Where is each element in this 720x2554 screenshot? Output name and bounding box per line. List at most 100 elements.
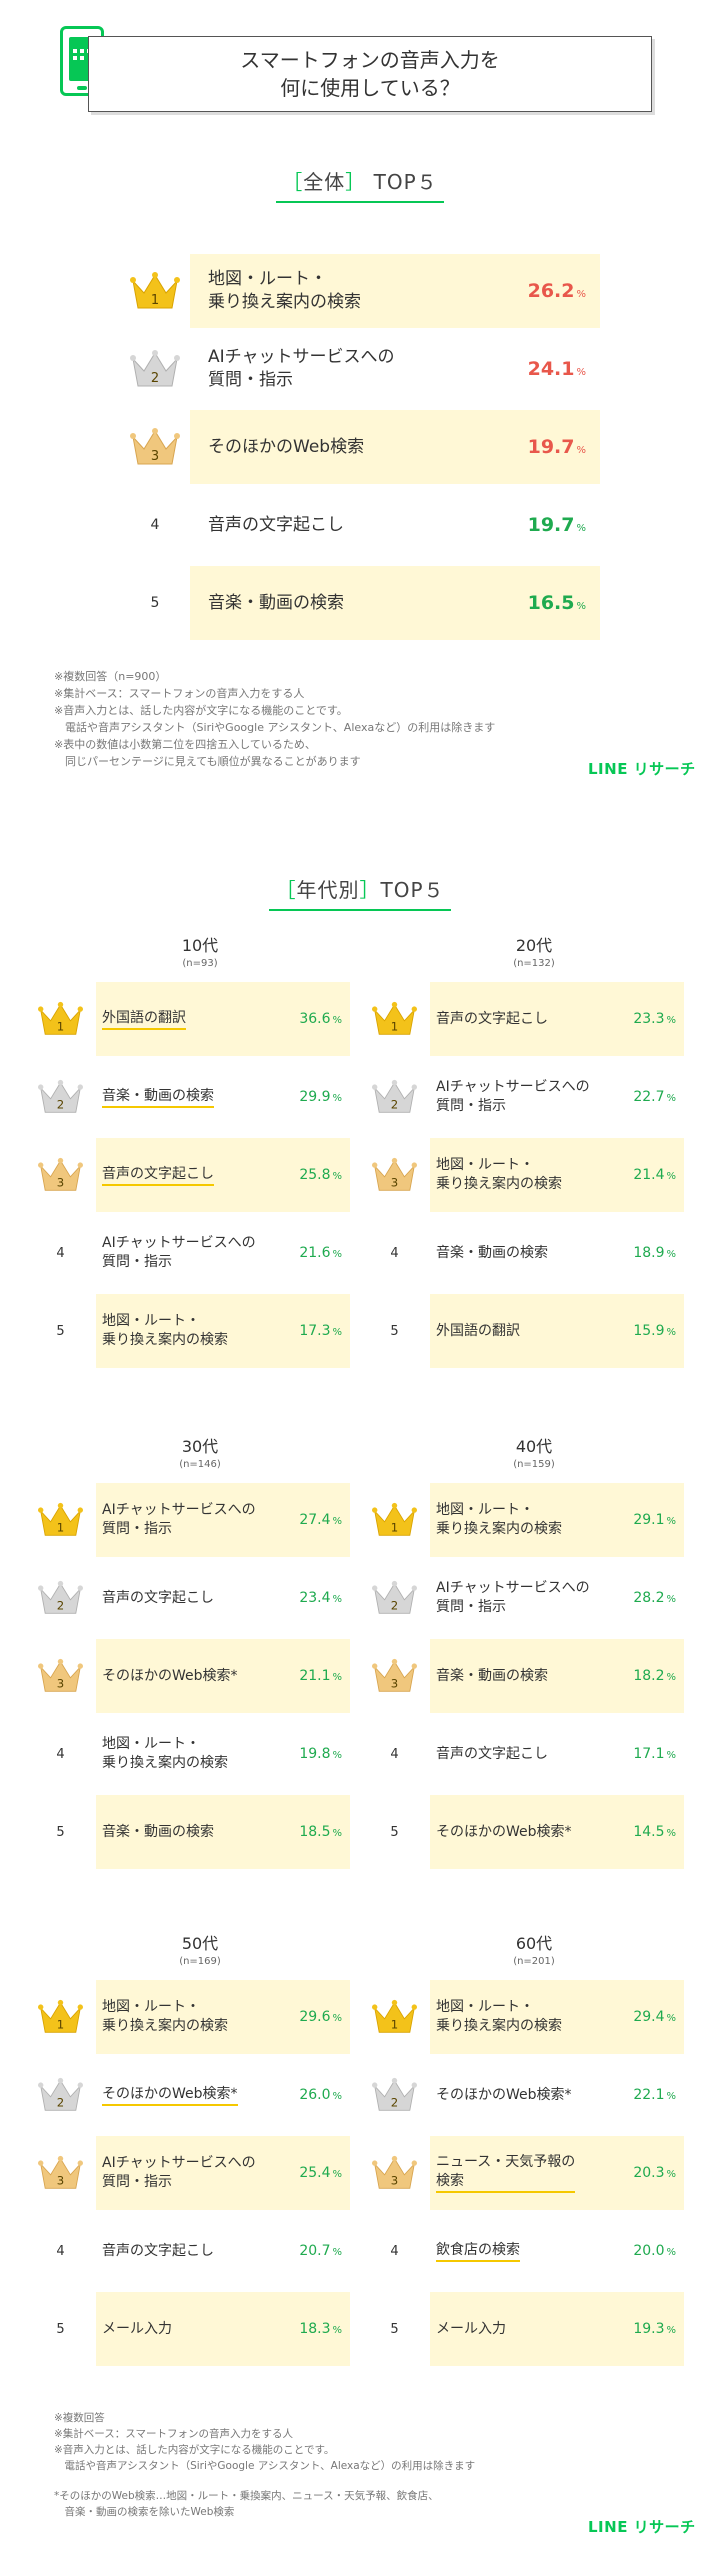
item-label: 音声の文字起こし xyxy=(436,1010,548,1027)
age-5-row-4: 4 音声の文字起こし 20.7% xyxy=(38,2214,350,2288)
svg-text:2: 2 xyxy=(151,371,159,386)
item-value: 17.1% xyxy=(633,1746,676,1762)
rank-number: 4 xyxy=(56,1746,65,1762)
age-3-row-3: 3 そのほかのWeb検索* 21.1% xyxy=(38,1639,350,1713)
svg-text:3: 3 xyxy=(57,2174,64,2188)
age-sample-size: (n=159) xyxy=(513,1459,555,1470)
age-6-row-5: 5 メール入力 19.3% xyxy=(372,2292,684,2366)
age-5-row-2: 2 そのほかのWeb検索* 26.0% xyxy=(38,2058,350,2132)
crown-icon-2: 2 xyxy=(372,1580,417,1620)
overall-section-title: ［全体］ TOP５ xyxy=(0,166,720,203)
crown-icon-3: 3 xyxy=(38,2155,83,2195)
row-highlight xyxy=(96,2292,350,2366)
rank-number: 4 xyxy=(150,517,160,533)
item-value: 36.6% xyxy=(299,1011,342,1027)
rank-number: 5 xyxy=(390,2321,399,2337)
age-sample-size: (n=146) xyxy=(179,1459,221,1470)
crown-icon-2: 2 xyxy=(372,2077,417,2117)
svg-text:1: 1 xyxy=(151,293,159,308)
row-highlight xyxy=(96,982,350,1056)
rank-number: 5 xyxy=(56,1824,65,1840)
crown-icon-2: 2 xyxy=(130,349,180,393)
crown-icon-1: 1 xyxy=(38,1502,83,1542)
row-highlight xyxy=(430,1483,684,1557)
rank-number: 4 xyxy=(390,1746,399,1762)
item-label: AIチャットサービスへの 質問・指示 xyxy=(102,1235,256,1270)
item-value: 29.4% xyxy=(633,2009,676,2025)
item-label: そのほかのWeb検索* xyxy=(436,1823,572,1840)
item-label: 地図・ルート・ 乗り換え案内の検索 xyxy=(208,269,361,312)
age-3-row-5: 5 音楽・動画の検索 18.5% xyxy=(38,1795,350,1869)
age-4-row-3: 3 音楽・動画の検索 18.2% xyxy=(372,1639,684,1713)
svg-text:1: 1 xyxy=(57,1020,64,1034)
item-label: 外国語の翻訳 xyxy=(102,1009,186,1030)
svg-text:1: 1 xyxy=(391,1020,398,1034)
item-value: 29.1% xyxy=(633,1512,676,1528)
item-label: そのほかのWeb検索* xyxy=(436,2086,572,2103)
item-label: 音声の文字起こし xyxy=(102,1165,214,1186)
crown-icon-3: 3 xyxy=(372,1658,417,1698)
crown-icon-1: 1 xyxy=(372,1001,417,1041)
item-label: 地図・ルート・ 乗り換え案内の検索 xyxy=(102,1999,228,2034)
row-highlight xyxy=(190,254,600,328)
crown-icon-3: 3 xyxy=(372,1157,417,1197)
svg-text:3: 3 xyxy=(391,2174,398,2188)
crown-icon-2: 2 xyxy=(38,1580,83,1620)
age-title-bracket-open: ［ xyxy=(275,878,297,902)
item-value: 19.7% xyxy=(527,436,586,458)
item-value: 19.3% xyxy=(633,2321,676,2337)
item-value: 26.0% xyxy=(299,2087,342,2103)
rank-number: 5 xyxy=(390,1323,399,1339)
age-5-row-5: 5 メール入力 18.3% xyxy=(38,2292,350,2366)
crown-icon-1: 1 xyxy=(372,1502,417,1542)
age-3-row-1: 1 AIチャットサービスへの 質問・指示 27.4% xyxy=(38,1483,350,1557)
item-label: メール入力 xyxy=(436,2320,506,2337)
item-label: 地図・ルート・ 乗り換え案内の検索 xyxy=(102,1736,228,1771)
item-value: 19.7% xyxy=(527,514,586,536)
rank-number: 5 xyxy=(150,595,160,611)
age-title-suffix: TOP５ xyxy=(380,878,445,902)
age-2-row-5: 5 外国語の翻訳 15.9% xyxy=(372,1294,684,1368)
age-label: 60代 xyxy=(515,1934,553,1953)
item-value: 20.3% xyxy=(633,2165,676,2181)
item-label: 地図・ルート・ 乗り換え案内の検索 xyxy=(436,1999,562,2034)
rank-number: 4 xyxy=(390,1245,399,1261)
item-value: 27.4% xyxy=(299,1512,342,1528)
age-label: 40代 xyxy=(515,1437,553,1456)
row-highlight xyxy=(430,1980,684,2054)
overall-row-1: 1 地図・ルート・ 乗り換え案内の検索 26.2% xyxy=(130,254,600,328)
rank-number: 4 xyxy=(56,1245,65,1261)
row-highlight xyxy=(96,1138,350,1212)
row-highlight xyxy=(96,1294,350,1368)
age-sample-size: (n=93) xyxy=(182,958,218,969)
item-label: AIチャットサービスへの 質問・指示 xyxy=(102,2155,256,2190)
item-label: そのほかのWeb検索 xyxy=(208,436,365,457)
item-value: 25.4% xyxy=(299,2165,342,2181)
item-value: 18.3% xyxy=(299,2321,342,2337)
svg-text:3: 3 xyxy=(151,449,159,464)
age-footnote: *そのほかのWeb検索…地図・ルート・乗換案内、ニュース・天気予報、飲食店、 音… xyxy=(54,2490,439,2518)
age-section-title: ［年代別］TOP５ xyxy=(0,874,720,911)
item-label: 音楽・動画の検索 xyxy=(208,592,344,613)
crown-icon-1: 1 xyxy=(130,271,180,315)
svg-text:2: 2 xyxy=(391,1599,398,1613)
age-group-title-6: 60代 (n=201) xyxy=(434,1930,634,1967)
svg-text:3: 3 xyxy=(391,1677,398,1691)
age-5-row-3: 3 AIチャットサービスへの 質問・指示 25.4% xyxy=(38,2136,350,2210)
item-label: AIチャットサービスへの 質問・指示 xyxy=(208,347,395,390)
svg-text:2: 2 xyxy=(391,1098,398,1112)
row-highlight xyxy=(430,982,684,1056)
overall-title-bracket-close: ］ xyxy=(345,170,367,194)
rank-number: 5 xyxy=(56,2321,65,2337)
item-label: AIチャットサービスへの 質問・指示 xyxy=(436,1580,590,1615)
crown-icon-1: 1 xyxy=(38,1999,83,2039)
overall-notes: ※複数回答（n=900） ※集計ベース：スマートフォンの音声入力をする人 ※音声… xyxy=(54,670,496,768)
item-value: 29.6% xyxy=(299,2009,342,2025)
row-highlight xyxy=(430,2292,684,2366)
age-2-row-1: 1 音声の文字起こし 23.3% xyxy=(372,982,684,1056)
item-value: 18.9% xyxy=(633,1245,676,1261)
page-title: スマートフォンの音声入力を 何に使用している？ xyxy=(88,36,652,112)
svg-text:2: 2 xyxy=(391,2096,398,2110)
item-value: 29.9% xyxy=(299,1089,342,1105)
overall-title-label: 全体 xyxy=(303,170,346,194)
